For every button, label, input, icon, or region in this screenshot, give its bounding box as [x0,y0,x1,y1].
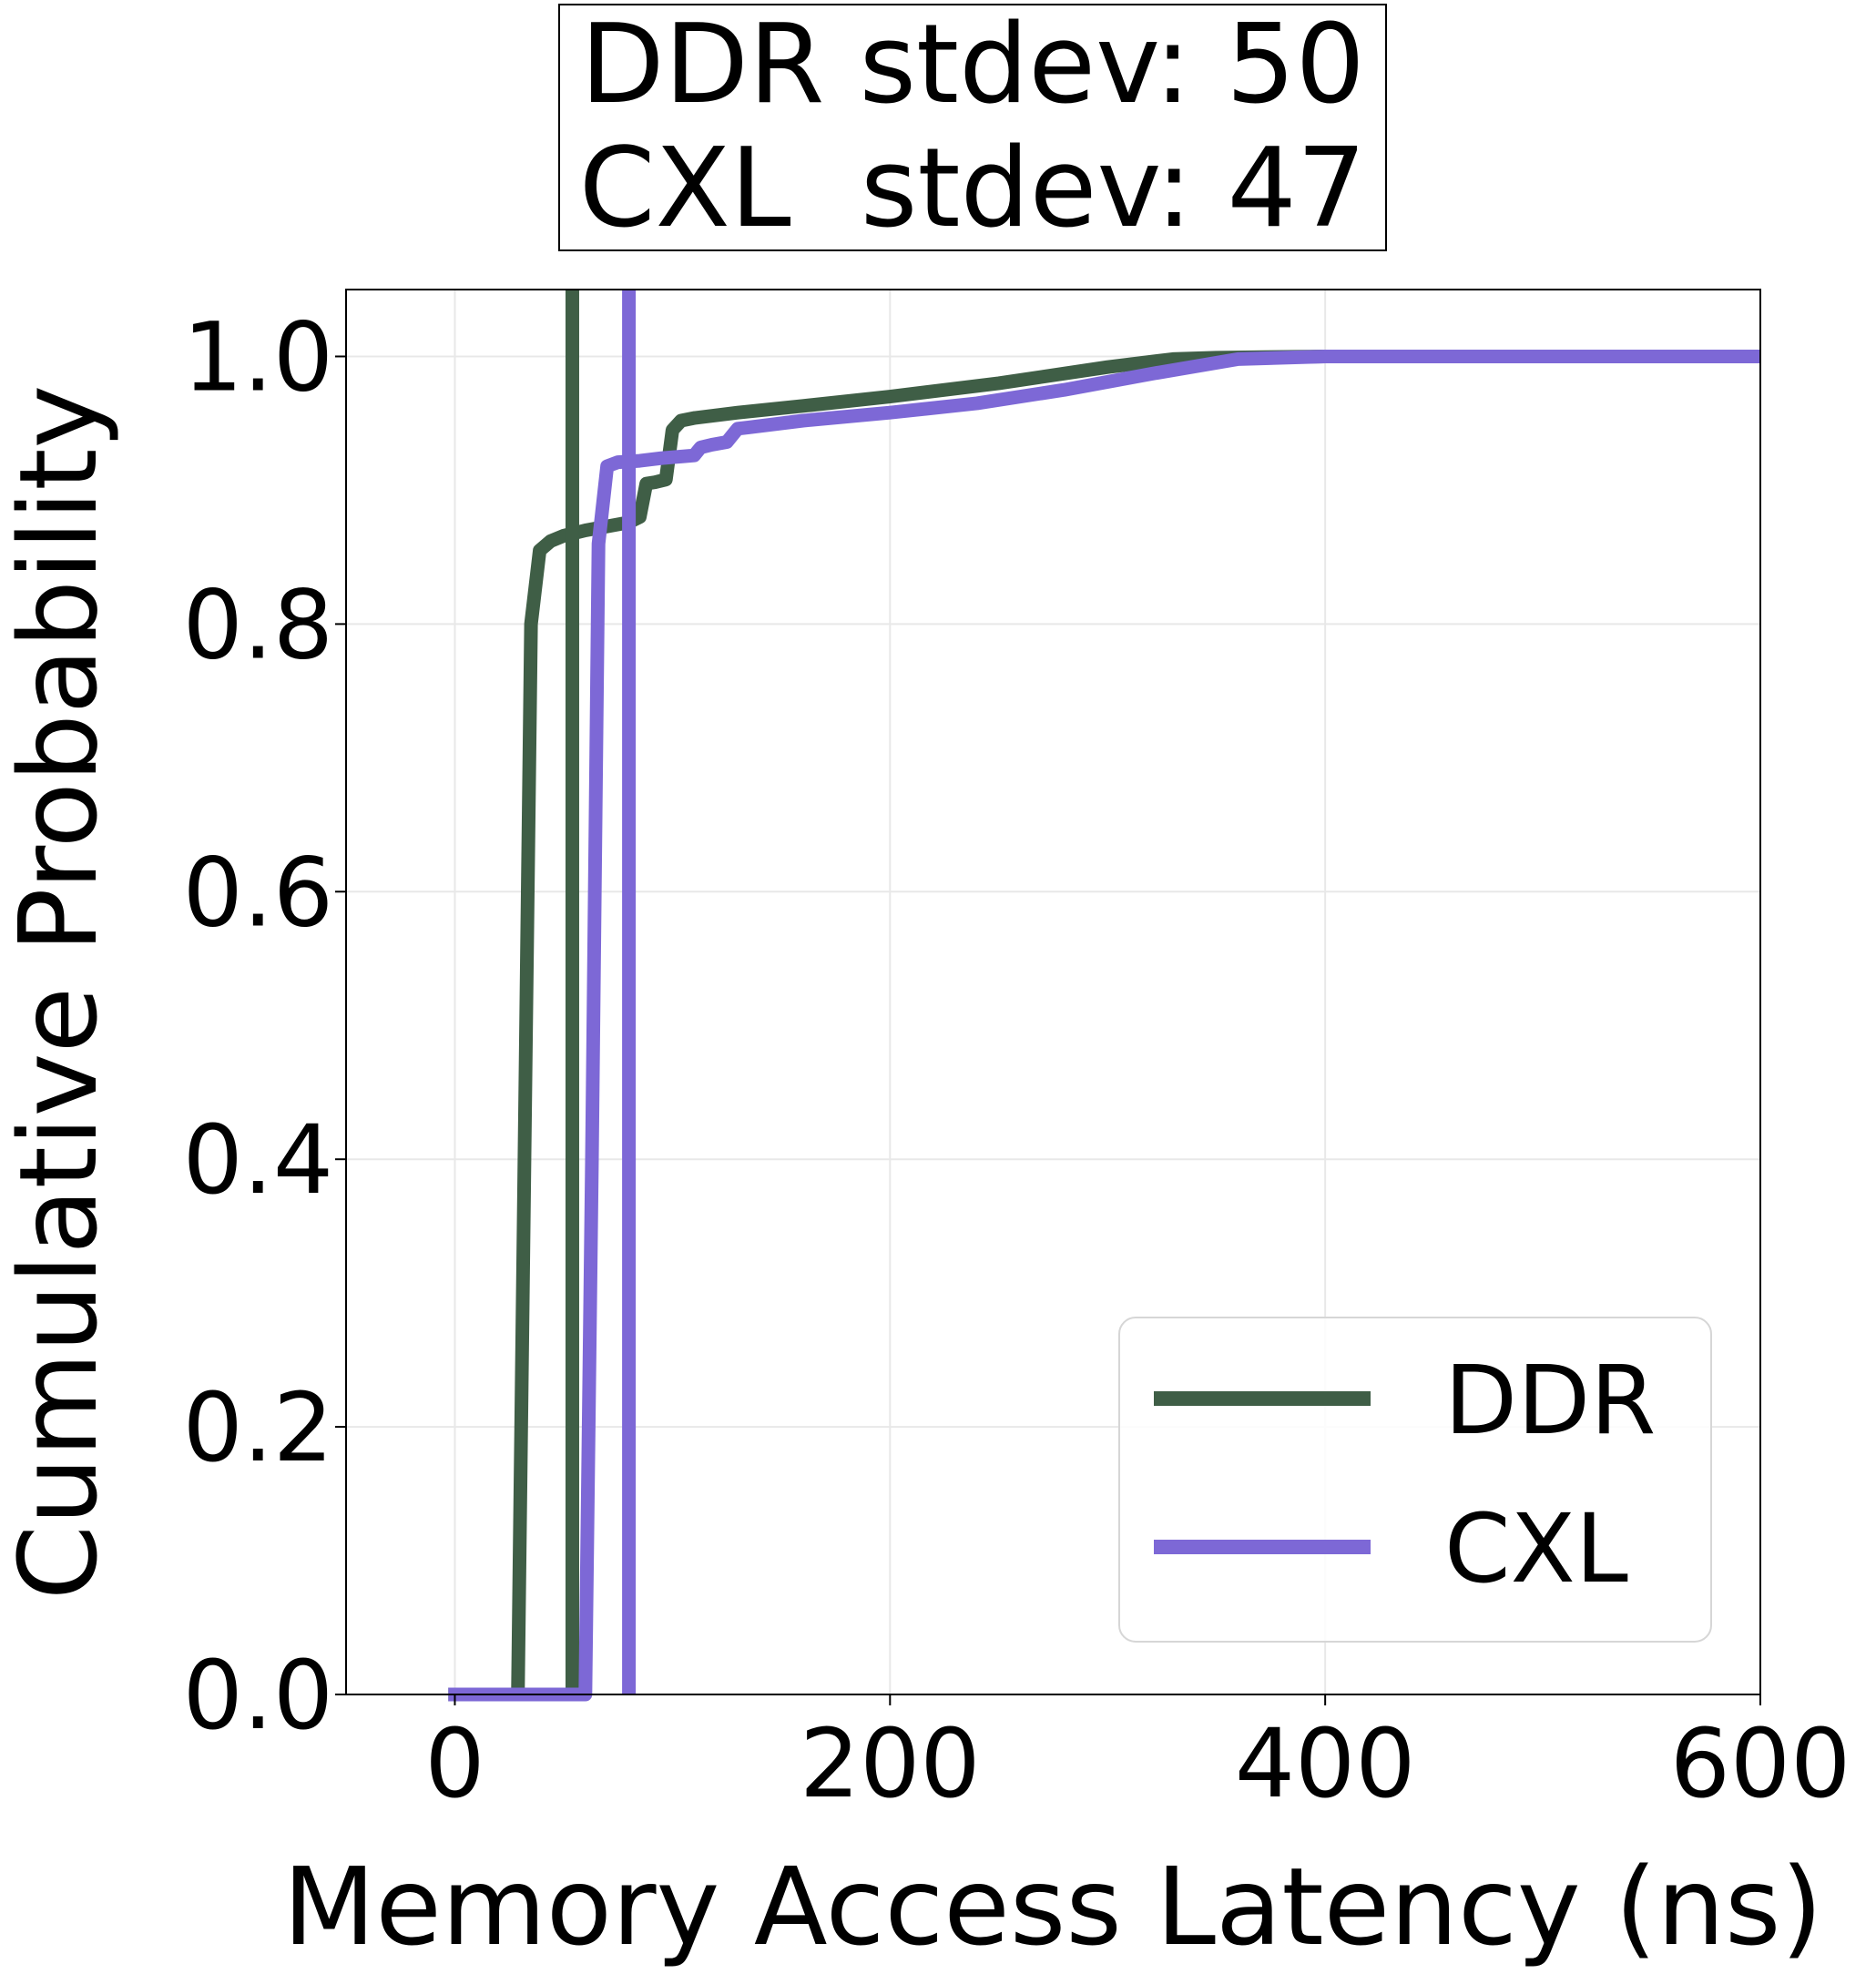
legend: DDR CXL [1118,1317,1712,1643]
y-axis-label: Cumulative Probability [0,385,121,1601]
x-tick-label-1: 200 [800,1708,981,1819]
legend-label-ddr: DDR [1444,1345,1656,1456]
x-axis-label: Memory Access Latency (ns) [282,1844,1822,1969]
y-tick-label-5: 1.0 [183,301,333,412]
plot-frame [345,289,1761,1695]
y-tick-label-0: 0.0 [183,1640,333,1751]
x-axis-ticks: 0 200 400 600 [424,1694,1851,1819]
cdf-line-cxl [448,350,1760,1702]
legend-label-cxl: CXL [1444,1493,1628,1604]
series-layer [448,290,1760,1702]
cdf-line-ddr [448,350,1760,1702]
title-frame [558,4,1387,251]
y-axis-ticks: 0.0 0.2 0.4 0.6 0.8 1.0 [183,301,346,1751]
y-tick-label-1: 0.2 [183,1372,333,1483]
y-tick-label-2: 0.4 [183,1104,333,1216]
x-tick-label-3: 600 [1670,1708,1851,1819]
x-tick-label-0: 0 [424,1708,484,1819]
y-tick-label-3: 0.6 [183,837,333,948]
title-box: DDR stdev: 50 CXL stdev: 47 [558,2,1387,252]
title-line-cxl: CXL stdev: 47 [579,126,1366,252]
x-tick-label-2: 400 [1235,1708,1416,1819]
title-line-ddr: DDR stdev: 50 [580,2,1365,128]
y-tick-label-4: 0.8 [183,569,333,680]
